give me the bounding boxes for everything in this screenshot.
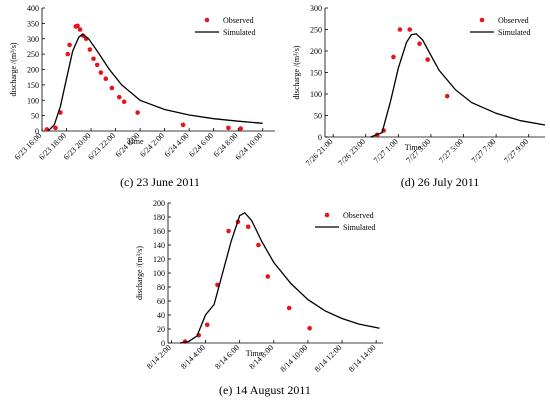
y-tick-label: 200 (310, 47, 322, 56)
observed-point (286, 305, 292, 311)
x-axis-label: Time (246, 349, 263, 358)
legend-marker (324, 212, 330, 218)
legend-marker (479, 17, 485, 23)
observed-point (53, 125, 58, 131)
caption: (d) 26 July 2011 (401, 175, 480, 189)
y-tick-label: 0 (318, 133, 322, 142)
caption: (c) 23 June 2011 (120, 175, 200, 189)
observed-point (238, 126, 243, 131)
simulated-line (179, 211, 380, 344)
y-tick-label: 150 (310, 69, 322, 78)
x-tick-label: 8/14 6:00 (213, 343, 241, 371)
y-tick-label: 100 (310, 90, 322, 99)
y-tick-label: 100 (27, 96, 39, 105)
x-tick-label: 7/27 5:00 (437, 137, 465, 165)
y-tick-label: 0 (35, 127, 39, 136)
y-tick-label: 60 (157, 297, 165, 306)
x-tick-label: 6/24 4:00 (163, 131, 191, 159)
simulated-line (47, 33, 263, 132)
y-axis-label: discharge /(m³/s) (292, 45, 301, 99)
y-axis-label: discharge /(m³/s) (135, 246, 144, 300)
x-tick-label: 8/14 2:00 (145, 343, 173, 371)
observed-point (94, 62, 100, 68)
observed-point (444, 93, 450, 99)
y-tick-label: 180 (153, 213, 165, 222)
x-tick-label: 8/14 12:00 (313, 343, 344, 374)
caption: (e) 14 August 2011 (219, 383, 311, 397)
observed-point (135, 110, 140, 115)
legend-label: Observed (343, 211, 374, 220)
observed-point (109, 85, 115, 91)
x-tick-label: 6/23 22:00 (86, 131, 117, 162)
observed-point (67, 42, 72, 48)
y-tick-label: 250 (310, 26, 322, 35)
observed-point (417, 41, 422, 46)
observed-point (245, 224, 251, 230)
y-tick-label: 0 (161, 339, 165, 348)
observed-point (256, 242, 261, 248)
observed-point (425, 57, 430, 62)
y-axis-label: discharge /(m³/s) (9, 42, 18, 96)
legend-label: Simulated (343, 223, 375, 232)
y-tick-label: 100 (153, 269, 165, 278)
x-tick-label: 7/27 1:00 (372, 137, 400, 165)
x-tick-label: 6/24 10:00 (233, 131, 264, 162)
y-tick-label: 120 (153, 255, 165, 264)
y-tick-label: 200 (27, 66, 39, 75)
legend-label: Observed (498, 16, 529, 25)
y-tick-label: 350 (27, 19, 39, 28)
observed-point (103, 76, 109, 82)
observed-point (307, 326, 312, 331)
y-tick-label: 200 (153, 199, 165, 208)
legend-marker (204, 17, 210, 23)
x-tick-label: 8/14 14:00 (347, 343, 378, 374)
observed-point (226, 125, 231, 131)
x-tick-label: 7/27 9:00 (502, 137, 530, 165)
legend-label: Simulated (223, 28, 255, 37)
x-axis-label: Time (405, 143, 422, 152)
y-tick-label: 300 (310, 4, 322, 13)
observed-point (75, 23, 80, 29)
y-tick-label: 80 (157, 283, 165, 292)
y-tick-label: 160 (153, 227, 165, 236)
x-tick-label: 7/27 7:00 (470, 137, 498, 165)
observed-point (265, 274, 271, 279)
observed-point (180, 122, 186, 128)
observed-point (98, 70, 104, 75)
x-tick-label: 8/14 4:00 (179, 343, 207, 371)
observed-point (77, 27, 83, 32)
legend-label: Observed (223, 16, 254, 25)
y-tick-label: 40 (157, 311, 165, 320)
observed-point (226, 228, 231, 234)
y-tick-label: 250 (27, 50, 39, 59)
y-tick-label: 20 (157, 325, 165, 334)
legend-label: Simulated (498, 28, 530, 37)
x-tick-label: 6/24 6:00 (187, 131, 215, 159)
x-axis-label: Time (127, 137, 144, 146)
y-tick-label: 140 (153, 241, 165, 250)
observed-point (65, 51, 71, 57)
observed-point (407, 27, 413, 32)
observed-point (121, 99, 127, 105)
observed-point (116, 94, 122, 100)
observed-point (397, 27, 403, 32)
x-tick-label: 7/26 23:00 (336, 137, 367, 168)
y-tick-label: 50 (314, 112, 322, 121)
y-tick-label: 400 (27, 4, 39, 13)
y-tick-label: 50 (31, 112, 39, 121)
x-tick-label: 8/14 10:00 (279, 343, 310, 374)
y-tick-label: 150 (27, 81, 39, 90)
simulated-line (370, 33, 546, 138)
y-tick-label: 300 (27, 35, 39, 44)
observed-point (91, 56, 96, 62)
observed-point (87, 47, 93, 52)
observed-point (391, 54, 396, 60)
observed-point (204, 322, 210, 328)
